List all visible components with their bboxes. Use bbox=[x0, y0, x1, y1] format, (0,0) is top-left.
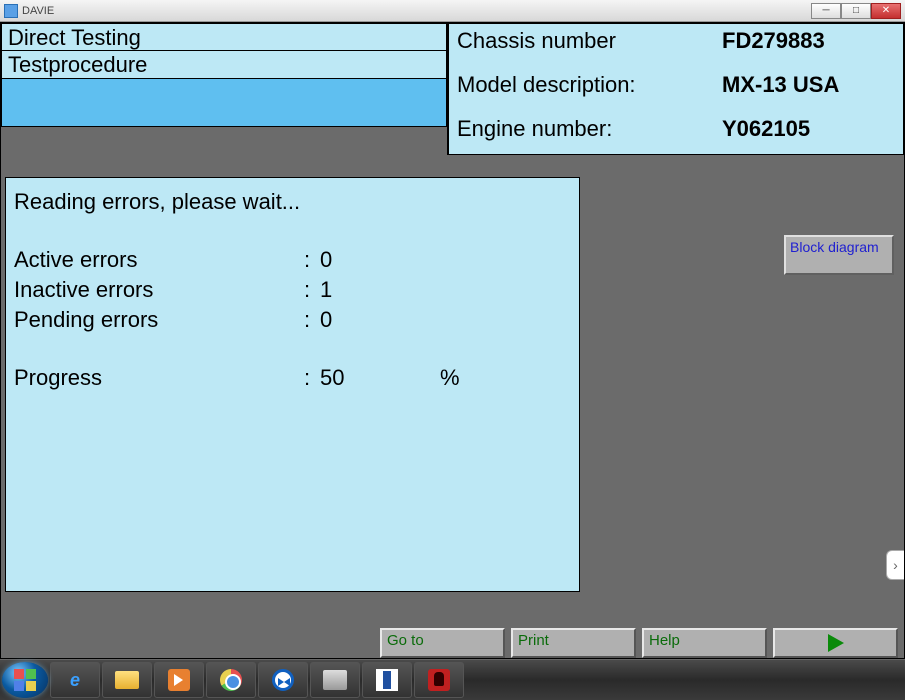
help-button[interactable]: Help bbox=[642, 628, 767, 658]
active-errors-value: 0 bbox=[320, 247, 440, 273]
model-value: MX-13 USA bbox=[722, 72, 839, 98]
chrome-icon bbox=[218, 667, 244, 693]
pending-errors-label: Pending errors bbox=[14, 307, 304, 333]
wmp-icon bbox=[166, 667, 192, 693]
progress-row: Progress : 50 % bbox=[14, 364, 571, 392]
maximize-button[interactable]: □ bbox=[841, 3, 871, 19]
bottom-toolbar: Go to Print Help bbox=[5, 628, 898, 658]
app-icon bbox=[4, 4, 18, 18]
taskbar: e bbox=[0, 659, 905, 700]
side-expand-tab[interactable]: › bbox=[886, 550, 904, 580]
taskbar-explorer[interactable] bbox=[102, 662, 152, 698]
folder-icon bbox=[114, 667, 140, 693]
chassis-value: FD279883 bbox=[722, 28, 825, 54]
progress-unit: % bbox=[440, 365, 460, 391]
pending-errors-value: 0 bbox=[320, 307, 440, 333]
window-titlebar: DAVIE ─ □ ✕ bbox=[0, 0, 905, 22]
progress-label: Progress bbox=[14, 365, 304, 391]
header-line2: Testprocedure bbox=[1, 51, 447, 79]
engine-value: Y062105 bbox=[722, 116, 810, 142]
blue-app-icon bbox=[374, 667, 400, 693]
printer-icon bbox=[322, 667, 348, 693]
active-errors-label: Active errors bbox=[14, 247, 304, 273]
engine-label: Engine number: bbox=[457, 116, 722, 142]
inactive-errors-value: 1 bbox=[320, 277, 440, 303]
next-button[interactable] bbox=[773, 628, 898, 658]
header-highlight bbox=[1, 79, 447, 127]
header-left: Direct Testing Testprocedure bbox=[1, 23, 449, 155]
taskbar-app-blue[interactable] bbox=[362, 662, 412, 698]
status-row: Active errors : 0 bbox=[14, 246, 571, 274]
play-icon bbox=[828, 634, 844, 652]
taskbar-app-red[interactable] bbox=[414, 662, 464, 698]
red-app-icon bbox=[426, 667, 452, 693]
taskbar-ie[interactable]: e bbox=[50, 662, 100, 698]
header-line1: Direct Testing bbox=[1, 23, 447, 51]
main-area: Reading errors, please wait... Active er… bbox=[1, 155, 904, 592]
chassis-label: Chassis number bbox=[457, 28, 722, 54]
teamviewer-icon bbox=[270, 667, 296, 693]
block-diagram-button[interactable]: Block diagram bbox=[784, 235, 894, 275]
status-panel: Reading errors, please wait... Active er… bbox=[5, 177, 580, 592]
taskbar-chrome[interactable] bbox=[206, 662, 256, 698]
app-frame: Direct Testing Testprocedure Chassis num… bbox=[0, 22, 905, 659]
header: Direct Testing Testprocedure Chassis num… bbox=[1, 23, 904, 155]
window-title: DAVIE bbox=[22, 5, 54, 17]
close-button[interactable]: ✕ bbox=[871, 3, 901, 19]
status-heading: Reading errors, please wait... bbox=[14, 189, 300, 215]
print-button[interactable]: Print bbox=[511, 628, 636, 658]
model-label: Model description: bbox=[457, 72, 722, 98]
goto-button[interactable]: Go to bbox=[380, 628, 505, 658]
vehicle-info: Chassis number FD279883 Model descriptio… bbox=[449, 23, 904, 155]
status-row: Pending errors : 0 bbox=[14, 306, 571, 334]
taskbar-printer[interactable] bbox=[310, 662, 360, 698]
inactive-errors-label: Inactive errors bbox=[14, 277, 304, 303]
taskbar-teamviewer[interactable] bbox=[258, 662, 308, 698]
minimize-button[interactable]: ─ bbox=[811, 3, 841, 19]
taskbar-media-player[interactable] bbox=[154, 662, 204, 698]
progress-value: 50 bbox=[320, 365, 440, 391]
status-row: Inactive errors : 1 bbox=[14, 276, 571, 304]
start-button[interactable] bbox=[2, 662, 48, 698]
ie-icon: e bbox=[62, 667, 88, 693]
